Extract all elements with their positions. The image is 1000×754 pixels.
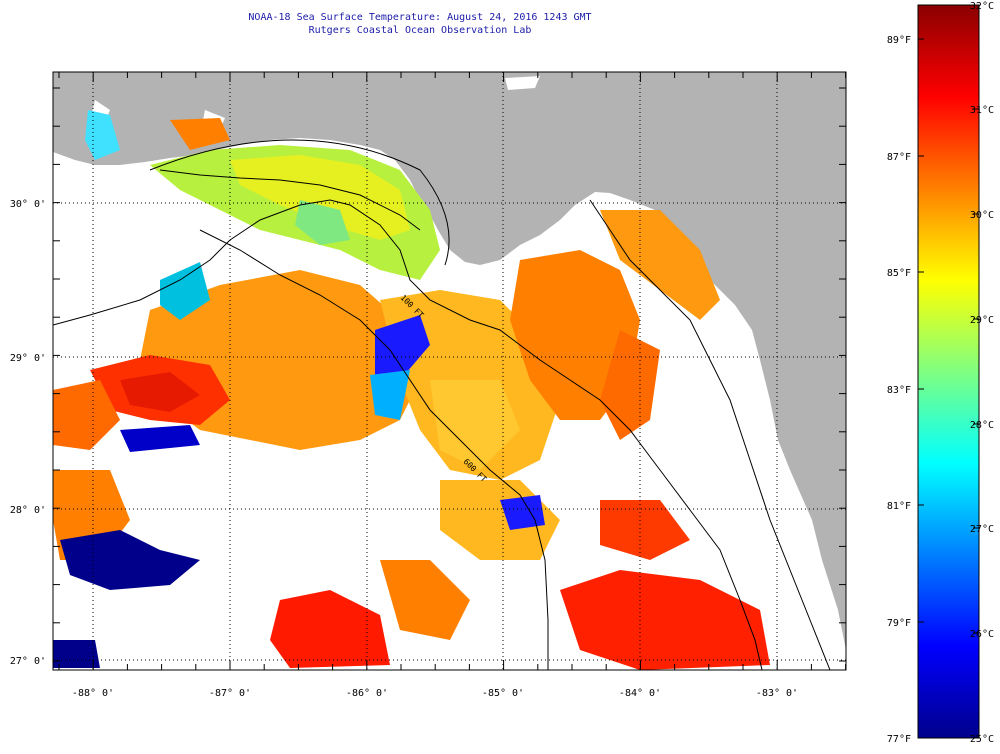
celsius-label: 26°C bbox=[970, 629, 994, 640]
lat-label: 27° 0' bbox=[10, 656, 46, 667]
fahrenheit-label: 87°F bbox=[887, 152, 911, 163]
colorbar bbox=[917, 4, 980, 739]
map-title: NOAA-18 Sea Surface Temperature: August … bbox=[248, 12, 592, 23]
celsius-label: 30°C bbox=[970, 210, 994, 221]
celsius-label: 25°C bbox=[970, 734, 994, 745]
celsius-label: 28°C bbox=[970, 420, 994, 431]
fahrenheit-label: 81°F bbox=[887, 501, 911, 512]
fahrenheit-label: 83°F bbox=[887, 385, 911, 396]
celsius-label: 29°C bbox=[970, 315, 994, 326]
contour-line bbox=[589, 199, 831, 670]
map-frame bbox=[52, 71, 847, 671]
celsius-label: 27°C bbox=[970, 524, 994, 535]
lat-label: 30° 0' bbox=[10, 199, 46, 210]
colorbar-fahrenheit-labels: 89°F 87°F 85°F 83°F 81°F 79°F 77°F bbox=[887, 35, 911, 745]
map-content bbox=[53, 72, 846, 670]
colorbar-ticks bbox=[918, 38, 979, 634]
contour-line bbox=[199, 229, 549, 670]
lon-label: -83° 0' bbox=[756, 688, 798, 699]
lon-label: -87° 0' bbox=[209, 688, 251, 699]
swath-edge bbox=[149, 139, 450, 266]
lat-axis: 30° 0' 29° 0' 28° 0' 27° 0' bbox=[10, 199, 46, 667]
lat-label: 28° 0' bbox=[10, 505, 46, 516]
lon-label: -88° 0' bbox=[72, 688, 114, 699]
lat-label: 29° 0' bbox=[10, 353, 46, 364]
colorbar-celsius-labels: 32°C 31°C 30°C 29°C 28°C 27°C 26°C 25°C bbox=[970, 1, 994, 745]
fahrenheit-label: 85°F bbox=[887, 268, 911, 279]
celsius-label: 31°C bbox=[970, 105, 994, 116]
axis-ticks bbox=[53, 72, 847, 670]
lon-label: -85° 0' bbox=[482, 688, 524, 699]
bay bbox=[505, 76, 540, 90]
land-mass bbox=[53, 72, 846, 650]
fahrenheit-label: 79°F bbox=[887, 618, 911, 629]
lon-label: -86° 0' bbox=[346, 688, 388, 699]
graticule bbox=[53, 72, 846, 670]
lon-axis: -88° 0' -87° 0' -86° 0' -85° 0' -84° 0' … bbox=[72, 688, 798, 699]
lon-label: -84° 0' bbox=[619, 688, 661, 699]
celsius-label: 32°C bbox=[970, 1, 994, 12]
sst-field bbox=[53, 110, 770, 670]
map-subtitle: Rutgers Coastal Ocean Observation Lab bbox=[308, 25, 532, 36]
fahrenheit-label: 89°F bbox=[887, 35, 911, 46]
contour-line bbox=[159, 169, 421, 231]
fahrenheit-label: 77°F bbox=[887, 734, 911, 745]
contour-line bbox=[53, 199, 763, 670]
